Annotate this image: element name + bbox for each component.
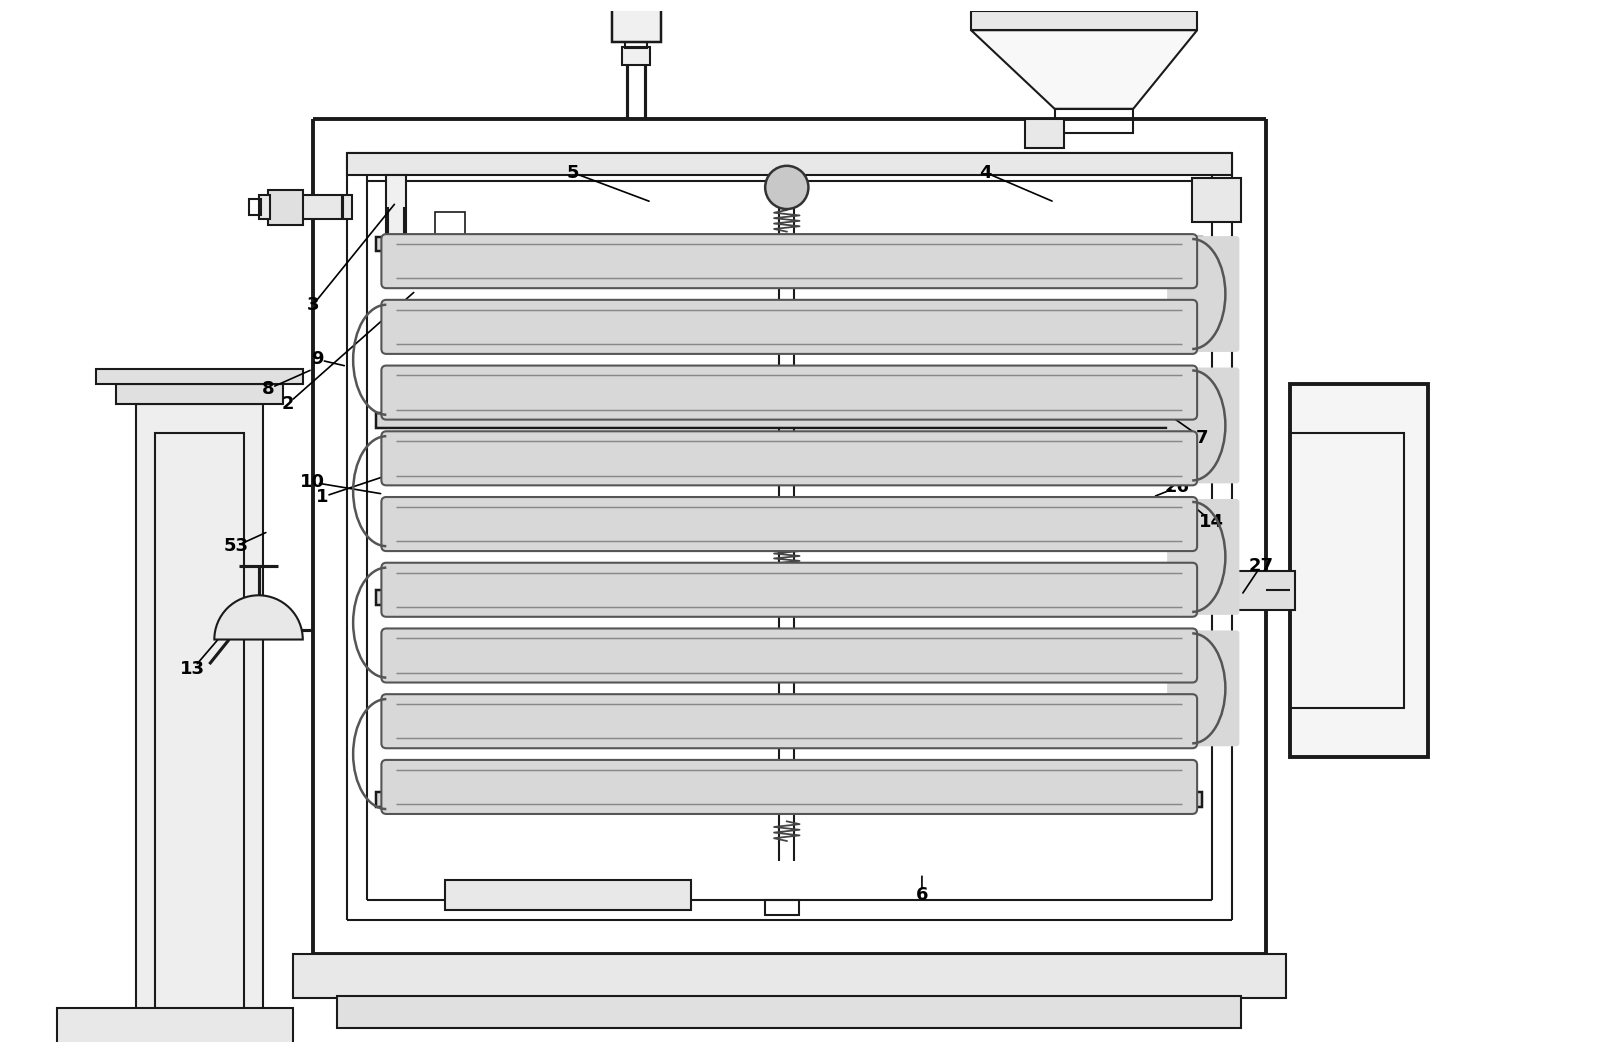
- Wedge shape: [214, 595, 302, 639]
- Text: 3: 3: [307, 296, 318, 315]
- FancyBboxPatch shape: [1167, 499, 1239, 615]
- Bar: [116, 384, 283, 403]
- Bar: [435, 768, 464, 792]
- Bar: [283, 195, 352, 219]
- FancyBboxPatch shape: [381, 234, 1196, 289]
- Bar: [376, 591, 1202, 605]
- Bar: [268, 191, 302, 224]
- FancyBboxPatch shape: [381, 432, 1196, 485]
- FancyBboxPatch shape: [381, 300, 1196, 354]
- Text: 2: 2: [281, 395, 294, 413]
- Circle shape: [765, 165, 808, 210]
- Bar: [435, 212, 464, 237]
- Bar: [376, 414, 1202, 429]
- Bar: [347, 153, 1231, 175]
- Text: 53: 53: [223, 537, 249, 555]
- Bar: [435, 389, 464, 414]
- Bar: [156, 433, 244, 1028]
- Bar: [376, 237, 1202, 252]
- Text: 9: 9: [312, 351, 323, 369]
- Bar: [56, 1008, 292, 1053]
- Text: 26: 26: [1163, 478, 1189, 496]
- Text: 11: 11: [1091, 262, 1115, 280]
- Bar: [337, 996, 1241, 1028]
- Text: 6: 6: [914, 886, 927, 905]
- Text: 27: 27: [1247, 557, 1273, 575]
- FancyBboxPatch shape: [1167, 631, 1239, 747]
- Bar: [445, 880, 691, 910]
- FancyBboxPatch shape: [381, 365, 1196, 419]
- Bar: [386, 175, 405, 271]
- Bar: [1290, 433, 1403, 709]
- Text: 13: 13: [180, 660, 206, 678]
- Text: 15: 15: [730, 259, 755, 277]
- FancyBboxPatch shape: [381, 562, 1196, 617]
- Bar: [765, 900, 799, 915]
- Bar: [1290, 384, 1427, 757]
- Bar: [292, 954, 1284, 998]
- Text: 10: 10: [301, 473, 325, 492]
- Polygon shape: [971, 31, 1196, 108]
- Text: 8: 8: [262, 380, 275, 398]
- Bar: [1054, 108, 1133, 134]
- Bar: [376, 792, 1202, 807]
- Text: 14: 14: [1199, 513, 1223, 531]
- Bar: [259, 195, 270, 219]
- Bar: [971, 11, 1196, 31]
- Bar: [1191, 178, 1241, 222]
- Bar: [249, 199, 260, 215]
- Bar: [622, 47, 649, 64]
- Bar: [625, 42, 646, 47]
- Bar: [435, 565, 464, 591]
- Text: 1: 1: [317, 488, 328, 506]
- Bar: [96, 370, 302, 384]
- Bar: [1236, 571, 1295, 610]
- FancyBboxPatch shape: [381, 760, 1196, 814]
- Bar: [135, 403, 264, 1028]
- Text: 5: 5: [566, 163, 579, 182]
- FancyBboxPatch shape: [381, 694, 1196, 749]
- Bar: [1025, 119, 1064, 148]
- Text: 4: 4: [979, 163, 992, 182]
- Bar: [612, 0, 660, 42]
- Text: 7: 7: [1196, 429, 1207, 448]
- FancyBboxPatch shape: [381, 497, 1196, 551]
- FancyBboxPatch shape: [381, 629, 1196, 682]
- FancyBboxPatch shape: [1167, 236, 1239, 352]
- Text: 12: 12: [958, 275, 983, 293]
- FancyBboxPatch shape: [1167, 367, 1239, 483]
